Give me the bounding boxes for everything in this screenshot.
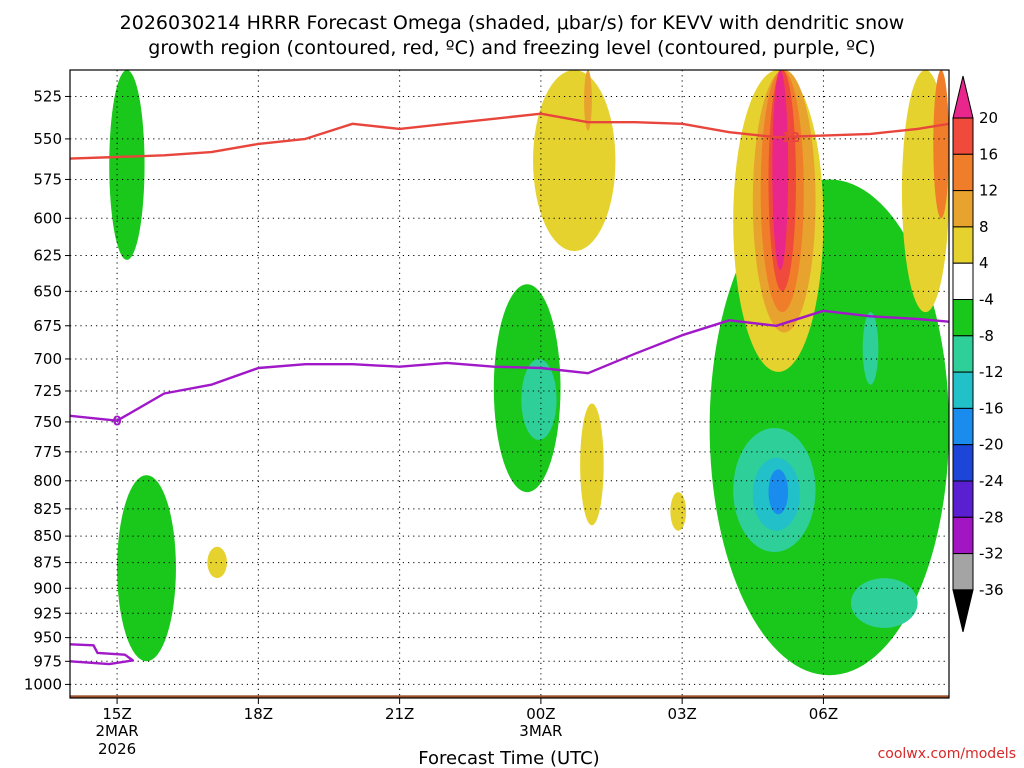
x-tick-year: 2026: [98, 740, 136, 758]
colorbar-bin: [952, 553, 974, 591]
omega-region: [521, 358, 557, 440]
omega-region: [207, 546, 227, 579]
colorbar-bin: [952, 335, 974, 373]
contour-label: 0: [113, 415, 122, 430]
omega-region: [772, 70, 789, 271]
y-tick-label: 650: [33, 282, 62, 300]
contour-line: [70, 643, 135, 666]
credit-text: coolwx.com/models: [878, 746, 1016, 762]
x-tick-label: 18Z: [244, 705, 273, 723]
colorbar-bin: [952, 117, 974, 155]
chart-title-line1: 2026030214 HRRR Forecast Omega (shaded, …: [120, 12, 905, 34]
y-tick-label: 900: [33, 579, 62, 597]
x-tick-sublabel: 3MAR: [519, 722, 562, 740]
colorbar-bin: [952, 153, 974, 192]
colorbar-label: -36: [979, 581, 1004, 599]
x-tick-label: 00Z: [526, 705, 555, 723]
y-tick-label: 575: [33, 170, 62, 188]
omega-region: [933, 70, 949, 219]
colorbar-bin: [952, 262, 974, 301]
colorbar-label: 16: [979, 145, 998, 163]
omega-region: [768, 469, 789, 515]
x-tick-label: 15Z: [102, 705, 131, 723]
colorbar-label: 4: [979, 254, 989, 272]
contour-line: [70, 309, 949, 422]
colorbar-bin: [952, 444, 974, 482]
colorbar-label: -12: [979, 363, 1004, 381]
y-tick-label: 850: [33, 527, 62, 545]
omega-region: [584, 70, 592, 131]
contour-label: -12: [777, 131, 801, 146]
y-tick-label: 550: [33, 130, 62, 148]
colorbar-label: -28: [979, 508, 1004, 526]
x-tick-label: 06Z: [809, 705, 838, 723]
colorbar-bin: [952, 190, 974, 228]
plot-area: -12 0: [70, 70, 949, 698]
y-tick-label: 825: [33, 500, 62, 518]
colorbar-label: 20: [979, 109, 998, 127]
omega-region: [109, 70, 145, 260]
colorbar-label: -16: [979, 399, 1004, 417]
x-tick-label: 21Z: [385, 705, 414, 723]
y-tick-label: 525: [33, 87, 62, 105]
y-tick-label: 1000: [24, 675, 62, 693]
y-tick-label: 925: [33, 604, 62, 622]
omega-region: [117, 475, 176, 662]
y-axis: 525 550 575 600 625 650 675 700 725 750 775 800 825 8…: [24, 87, 70, 693]
chart-title-line2: growth region (contoured, red, ºC) and f…: [148, 37, 875, 59]
omega-region: [862, 312, 879, 385]
x-tick-sublabel: 2MAR: [96, 722, 139, 740]
colorbar-label: 8: [979, 218, 989, 236]
colorbar-bin: [952, 371, 974, 409]
y-tick-label: 775: [33, 443, 62, 461]
y-tick-label: 750: [33, 413, 62, 431]
plot-frame: [69, 69, 950, 699]
colorbar-label: -24: [979, 472, 1004, 490]
omega-region: [670, 492, 687, 531]
grid-lines: [70, 70, 949, 698]
colorbar-bin: [952, 480, 974, 518]
y-tick-label: 625: [33, 247, 62, 265]
colorbar-label: 12: [979, 182, 998, 200]
x-tick-label: 03Z: [667, 705, 696, 723]
colorbar-bin: [952, 516, 974, 555]
terrain-layer: [70, 695, 949, 698]
contour-lines: -12 0: [70, 112, 949, 666]
y-tick-label: 600: [33, 209, 62, 227]
colorbar: 20 16 12 8 4 -4 -8 -12 -16 -20 -24 -28 -32 -36: [952, 75, 1004, 633]
omega-region: [850, 578, 918, 628]
omega-region: [580, 403, 604, 526]
y-tick-label: 975: [33, 652, 62, 670]
colorbar-label: -32: [979, 545, 1004, 563]
contour-line: [70, 112, 949, 160]
omega-region: [533, 70, 616, 252]
y-tick-label: 725: [33, 382, 62, 400]
colorbar-label: -20: [979, 436, 1004, 454]
colorbar-arrow-bottom: [952, 589, 974, 633]
colorbar-label: -4: [979, 291, 994, 309]
terrain-strip: [70, 695, 949, 698]
colorbar-bin: [952, 226, 974, 264]
y-tick-label: 700: [33, 350, 62, 368]
y-tick-label: 675: [33, 317, 62, 335]
y-tick-label: 875: [33, 554, 62, 572]
y-tick-label: 800: [33, 472, 62, 490]
colorbar-bin: [952, 299, 974, 337]
x-axis-label: Forecast Time (UTC): [418, 748, 599, 768]
colorbar-bin: [952, 407, 974, 446]
colorbar-label: -8: [979, 327, 994, 345]
y-tick-label: 950: [33, 629, 62, 647]
